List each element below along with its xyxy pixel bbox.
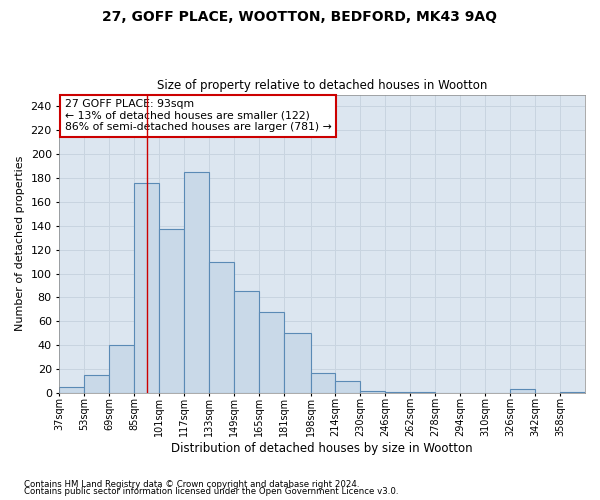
Bar [510,390,535,393]
Bar [85,375,109,393]
Bar [335,381,361,393]
Bar [134,183,159,393]
Bar [159,230,184,393]
Bar [234,292,259,393]
Text: 27 GOFF PLACE: 93sqm
← 13% of detached houses are smaller (122)
86% of semi-deta: 27 GOFF PLACE: 93sqm ← 13% of detached h… [65,99,331,132]
Bar [59,387,85,393]
Bar [410,392,435,393]
Y-axis label: Number of detached properties: Number of detached properties [15,156,25,332]
Bar [385,392,410,393]
Text: 27, GOFF PLACE, WOOTTON, BEDFORD, MK43 9AQ: 27, GOFF PLACE, WOOTTON, BEDFORD, MK43 9… [103,10,497,24]
Bar [259,312,284,393]
Bar [560,392,585,393]
Text: Contains HM Land Registry data © Crown copyright and database right 2024.: Contains HM Land Registry data © Crown c… [24,480,359,489]
Text: Contains public sector information licensed under the Open Government Licence v3: Contains public sector information licen… [24,487,398,496]
Bar [209,262,234,393]
Bar [109,345,134,393]
Bar [284,333,311,393]
Bar [361,390,385,393]
X-axis label: Distribution of detached houses by size in Wootton: Distribution of detached houses by size … [172,442,473,455]
Title: Size of property relative to detached houses in Wootton: Size of property relative to detached ho… [157,79,487,92]
Bar [311,372,335,393]
Bar [184,172,209,393]
